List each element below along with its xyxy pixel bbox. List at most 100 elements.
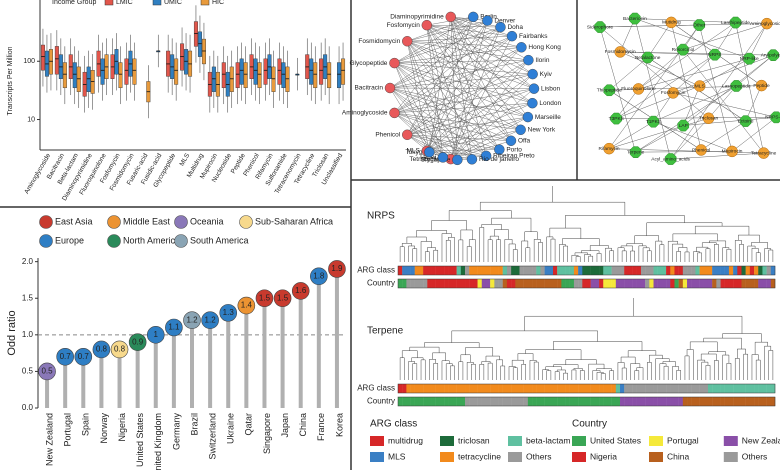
x-tick-label: United Kingdom — [153, 413, 163, 470]
value-label: 1.8 — [313, 271, 325, 280]
dot — [328, 260, 346, 278]
edge — [426, 149, 500, 152]
strip-cell — [632, 397, 637, 406]
strip-cell — [728, 384, 734, 393]
value-label: 1.2 — [205, 315, 217, 324]
strip-cell — [712, 266, 717, 275]
dot — [56, 347, 74, 366]
edge — [620, 51, 715, 55]
node-label: Rifamycin — [599, 146, 620, 152]
strip-cell — [494, 384, 499, 393]
strip-cell — [707, 397, 713, 406]
strip-cell — [473, 279, 478, 288]
x-tick-label: China — [298, 413, 308, 437]
edge — [394, 20, 488, 64]
strip-cell — [678, 384, 684, 393]
edge — [450, 16, 535, 89]
edge — [389, 87, 430, 153]
edge — [394, 47, 522, 64]
strip-cell — [649, 384, 654, 393]
edge — [634, 18, 736, 23]
dot — [183, 311, 201, 329]
edge — [701, 120, 746, 151]
strip-cell — [687, 384, 692, 393]
node-label: LAP — [679, 123, 688, 129]
node-label: Doha — [507, 24, 523, 31]
y-tick-label: 10 — [27, 116, 35, 123]
strip-cell — [582, 397, 587, 406]
strip-cell — [418, 384, 424, 393]
legend-swatch — [508, 436, 522, 446]
node-label: Kyiv — [540, 71, 553, 78]
strip-cell — [506, 397, 512, 406]
strip-cell — [431, 384, 436, 393]
legend-label: China — [667, 451, 689, 461]
strip-cell — [481, 397, 487, 406]
strip-cell — [603, 266, 608, 275]
strip-cell — [649, 279, 654, 288]
strip-cell — [418, 279, 424, 288]
strip-cell — [762, 266, 767, 275]
strip-cell — [502, 279, 508, 288]
edge — [407, 41, 458, 160]
edge — [407, 16, 474, 42]
edge — [389, 26, 501, 89]
strip-cell — [691, 384, 696, 393]
strip-cell — [557, 384, 562, 393]
legend-swatch — [572, 452, 586, 462]
strip-cell — [578, 266, 583, 275]
strip-frame — [397, 278, 776, 289]
strip-cell — [645, 384, 650, 393]
node-label: Ectoine — [738, 118, 754, 124]
dot — [74, 347, 93, 366]
strip-cell — [741, 266, 746, 275]
strip-cell — [410, 266, 415, 275]
node — [761, 17, 773, 30]
strip-cell — [435, 279, 441, 288]
edge — [699, 58, 750, 87]
strip-cell — [695, 384, 700, 393]
strip-cell — [465, 266, 470, 275]
node — [629, 12, 641, 25]
x-tick-label: United States — [135, 413, 145, 468]
strip-cell — [594, 266, 600, 275]
x-tick-label: Japan — [280, 413, 290, 438]
node-label: Resorcinol — [672, 47, 695, 53]
value-label: 0.9 — [132, 337, 144, 346]
stem — [45, 371, 50, 408]
strip-cell — [452, 397, 457, 406]
value-label: 1.5 — [277, 293, 289, 302]
strip-cell — [661, 397, 667, 406]
strip-cell — [661, 384, 667, 393]
node-label: Betalactone — [635, 55, 661, 61]
edge — [682, 23, 767, 50]
edge — [426, 47, 522, 151]
strip-cell — [423, 279, 428, 288]
strip-cell — [578, 384, 583, 393]
strip-cell — [536, 384, 541, 393]
legend-swatch — [440, 436, 454, 446]
strip-cell — [728, 279, 734, 288]
stem — [226, 312, 231, 408]
edge — [394, 73, 533, 114]
node-label: Offa — [518, 137, 531, 144]
strip-cell — [552, 279, 558, 288]
strip-cell — [398, 266, 403, 275]
strip-cell — [523, 384, 529, 393]
legend-swatch — [152, 0, 162, 6]
strip-cell — [561, 279, 566, 288]
strip-cell — [599, 384, 604, 393]
node — [603, 84, 616, 97]
edge — [673, 54, 774, 94]
strip-cell — [762, 397, 767, 406]
strip-cell — [666, 279, 671, 288]
edge — [394, 16, 474, 64]
x-tick-label: New Zealand — [44, 413, 54, 466]
box — [72, 62, 77, 89]
strip-cell — [511, 279, 516, 288]
node-label: Ilorin — [535, 57, 549, 64]
strip-cell — [465, 397, 470, 406]
node-label: Mutidrug — [662, 20, 681, 26]
node — [468, 11, 479, 23]
edge — [616, 88, 639, 119]
